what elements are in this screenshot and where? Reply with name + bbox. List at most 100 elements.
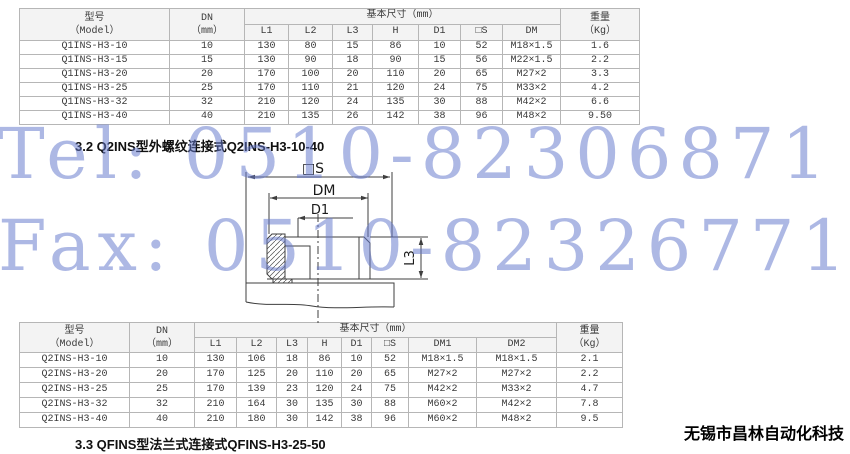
spec-cell: 1.6 bbox=[560, 40, 640, 55]
spec-cell: M18×1.5 bbox=[502, 40, 561, 55]
section-heading-3-2: 3.2 Q2INS型外螺纹连接式Q2INS-H3-10-40 bbox=[75, 139, 325, 154]
spec-row: Q1INS-H3-32 32 210 120 24 135 30 88 M42×2 6.6 bbox=[19, 96, 640, 111]
arrowhead bbox=[298, 215, 305, 221]
header-model: 型号 （Model） bbox=[19, 322, 130, 353]
spec-cell: 110 bbox=[307, 367, 342, 383]
header-dim: H bbox=[372, 24, 419, 41]
body-outline bbox=[267, 236, 371, 280]
spec-cell: Q1INS-H3-10 bbox=[19, 40, 170, 55]
spec-row: Q1INS-H3-10 10 130 80 15 86 10 52 M18×1.5 1.6 bbox=[19, 40, 640, 55]
spec-cell: 88 bbox=[460, 96, 503, 111]
spec-cell: 110 bbox=[372, 68, 419, 83]
section-heading-3-3: 3.3 QFINS型法兰式连接式QFINS-H3-25-50 bbox=[75, 437, 326, 452]
spec-cell: 130 bbox=[244, 40, 289, 55]
spec-cell: 210 bbox=[194, 397, 237, 413]
spec-cell: 88 bbox=[371, 397, 409, 413]
spec-cell: 96 bbox=[460, 110, 503, 125]
spec-row: Q2INS-H3-32 32 210 164 30 135 30 88 M60×2 M42×2 7.… bbox=[19, 397, 623, 413]
spec-cell: 40 bbox=[169, 110, 245, 125]
header-dim: DM bbox=[502, 24, 561, 41]
spec-cell: 120 bbox=[288, 96, 333, 111]
spec-cell: 15 bbox=[332, 40, 373, 55]
arrowhead bbox=[418, 271, 424, 278]
spec-cell: 100 bbox=[288, 68, 333, 83]
spec-cell: M33×2 bbox=[476, 382, 557, 398]
spec-cell: 25 bbox=[129, 382, 195, 398]
q2ins-spec-table: 型号 （Model） DN （mm） 基本尺寸（mm） 重量 （Kg） L1 L2 L3 H D1 □S… bbox=[19, 322, 623, 428]
spec-cell: 135 bbox=[372, 96, 419, 111]
spec-row: Q2INS-H3-25 25 170 139 23 120 24 75 M42×2 M33×2 4.… bbox=[19, 382, 623, 398]
spec-cell: 10 bbox=[341, 352, 372, 368]
spec-row: Q2INS-H3-40 40 210 180 30 142 38 96 M60×2 M48×2 9.… bbox=[19, 412, 623, 428]
spec-cell: 170 bbox=[194, 367, 237, 383]
header-dim: H bbox=[307, 337, 342, 353]
spec-cell: Q1INS-H3-32 bbox=[19, 96, 170, 111]
spec-cell: 32 bbox=[129, 397, 195, 413]
company-name: 无锡市昌林自动化科技 bbox=[683, 426, 844, 443]
header-dim: □S bbox=[460, 24, 503, 41]
dim-label-d1: D1 bbox=[311, 203, 329, 218]
spec-cell: Q1INS-H3-15 bbox=[19, 54, 170, 69]
spec-cell: 106 bbox=[236, 352, 277, 368]
spec-cell: 210 bbox=[194, 412, 237, 428]
dim-label-dm: DM bbox=[313, 183, 336, 199]
spec-cell: 56 bbox=[460, 54, 503, 69]
spec-cell: 30 bbox=[276, 397, 308, 413]
spec-cell: 139 bbox=[236, 382, 277, 398]
spec-row: Q2INS-H3-20 20 170 125 20 110 20 65 M27×2 M27×2 2.… bbox=[19, 367, 623, 383]
spec-cell: 135 bbox=[307, 397, 342, 413]
spec-cell: 20 bbox=[332, 68, 373, 83]
spec-cell: M60×2 bbox=[408, 397, 477, 413]
arrowhead bbox=[248, 174, 255, 180]
spec-cell: 23 bbox=[276, 382, 308, 398]
header-dim: L1 bbox=[244, 24, 289, 41]
spec-cell: 75 bbox=[460, 82, 503, 97]
header-dim: L3 bbox=[276, 337, 308, 353]
spec-cell: 2.2 bbox=[560, 54, 640, 69]
spec-row: Q1INS-H3-20 20 170 100 20 110 20 65 M27×2 3.3 bbox=[19, 68, 640, 83]
header-dim: D1 bbox=[418, 24, 461, 41]
spec-cell: 86 bbox=[307, 352, 342, 368]
header-dim: □S bbox=[371, 337, 409, 353]
spec-cell: M42×2 bbox=[408, 382, 477, 398]
header-basic-dims: 基本尺寸（mm） bbox=[244, 8, 561, 25]
spec-cell: 9.50 bbox=[560, 110, 640, 125]
spec-cell: M18×1.5 bbox=[476, 352, 557, 368]
bore-step bbox=[285, 245, 311, 279]
spec-cell: 38 bbox=[418, 110, 461, 125]
header-dim: L2 bbox=[288, 24, 333, 41]
spec-cell: 20 bbox=[276, 367, 308, 383]
header-dim: D1 bbox=[341, 337, 372, 353]
spec-row: Q1INS-H3-25 25 170 110 21 120 24 75 M33×2 4.2 bbox=[19, 82, 640, 97]
spec-cell: 80 bbox=[288, 40, 333, 55]
spec-row: Q1INS-H3-40 40 210 135 26 142 38 96 M48×2 9.50 bbox=[19, 110, 640, 125]
arrowhead bbox=[418, 238, 424, 245]
header-dim: DM1 bbox=[408, 337, 477, 353]
spec-cell: 210 bbox=[244, 110, 289, 125]
spec-cell: 18 bbox=[332, 54, 373, 69]
header-dn: DN （mm） bbox=[129, 322, 195, 353]
spec-cell: 7.8 bbox=[556, 397, 623, 413]
spec-cell: 30 bbox=[341, 397, 372, 413]
dim-label-l3: L3 bbox=[403, 250, 418, 266]
spec-cell: 142 bbox=[372, 110, 419, 125]
spec-cell: 135 bbox=[288, 110, 333, 125]
spec-cell: 18 bbox=[276, 352, 308, 368]
spec-cell: 130 bbox=[194, 352, 237, 368]
hatched-foot bbox=[272, 278, 293, 284]
spec-cell: 65 bbox=[371, 367, 409, 383]
header-weight: 重量 （Kg） bbox=[556, 322, 623, 353]
spec-cell: 142 bbox=[307, 412, 342, 428]
spec-cell: 24 bbox=[332, 96, 373, 111]
spec-row: Q2INS-H3-10 10 130 106 18 86 10 52 M18×1.5 M18×1.… bbox=[19, 352, 623, 368]
spec-cell: 125 bbox=[236, 367, 277, 383]
spec-row: Q1INS-H3-15 15 130 90 18 90 15 56 M22×1.5 2.2 bbox=[19, 54, 640, 69]
spec-cell: 210 bbox=[244, 96, 289, 111]
spec-cell: M33×2 bbox=[502, 82, 561, 97]
spec-cell: 15 bbox=[418, 54, 461, 69]
spec-cell: 30 bbox=[276, 412, 308, 428]
spec-cell: 52 bbox=[460, 40, 503, 55]
spec-cell: 120 bbox=[307, 382, 342, 398]
hatched-section bbox=[266, 233, 286, 280]
